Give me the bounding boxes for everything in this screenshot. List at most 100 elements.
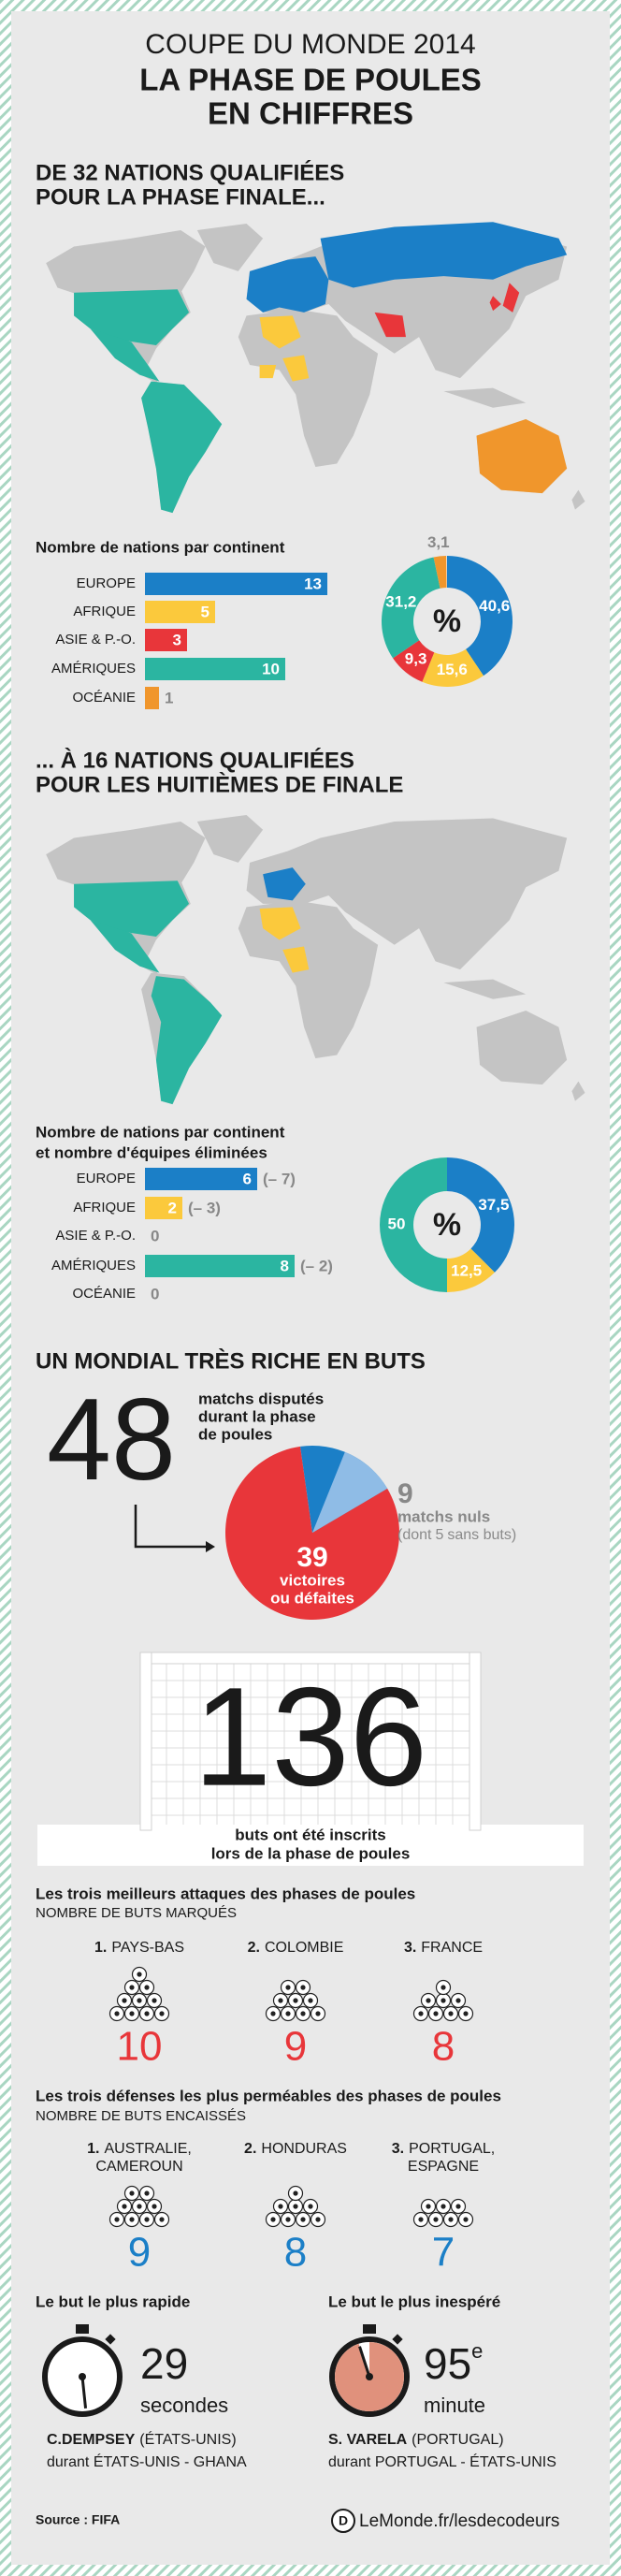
- ball-patch: [463, 2217, 469, 2222]
- ball-pyramid: [265, 2185, 326, 2228]
- ball-patch: [114, 2011, 120, 2016]
- ranking-subtitle: NOMBRE DE BUTS MARQUÉS: [36, 1905, 237, 1921]
- kicker: COUPE DU MONDE 2014: [145, 29, 475, 60]
- segment-label: 9,3: [405, 650, 427, 668]
- bar: [145, 687, 159, 709]
- ball-patch: [285, 2011, 291, 2016]
- team-name-part: COLOMBIE: [265, 1940, 343, 1956]
- logo: D: [339, 2513, 348, 2528]
- bar: [145, 658, 285, 680]
- record-unit: minute: [424, 2394, 485, 2417]
- value-label: 0: [151, 1285, 159, 1303]
- source: Source : FIFA: [36, 2512, 120, 2527]
- category-label: AFRIQUE: [73, 604, 136, 619]
- slice-label: ou défaites: [270, 1589, 354, 1607]
- region-algeria: [259, 315, 301, 349]
- ball-patch: [293, 1998, 298, 2003]
- ball-patch: [278, 2204, 283, 2209]
- chart-title: Nombre de nations par continent: [36, 538, 285, 556]
- record-match: durant ÉTATS-UNIS - GHANA: [47, 2452, 247, 2470]
- ball-patch: [418, 2011, 424, 2016]
- donut-segment: [422, 648, 484, 687]
- ball-patch: [137, 1998, 142, 2003]
- record-player: C.DEMPSEY (ÉTATS-UNIS): [47, 2430, 237, 2448]
- ball-pyramid: [412, 1979, 474, 2022]
- note-part: (dont: [397, 1527, 432, 1543]
- ball-patch: [315, 2217, 321, 2222]
- matches-total: 48: [47, 1375, 176, 1505]
- ball-patch: [152, 1998, 157, 2003]
- ball-patch: [440, 1985, 446, 1990]
- record-unit: secondes: [140, 2394, 228, 2417]
- ball-patch: [433, 2217, 439, 2222]
- watch-needle: [358, 2346, 371, 2378]
- team-rank: 3.: [404, 1940, 416, 1956]
- watch-needle: [80, 2376, 88, 2409]
- team-name: 1. PAYS-BAS: [94, 1940, 184, 1956]
- watch-crown: [76, 2324, 89, 2334]
- note-part: sans buts): [447, 1527, 516, 1543]
- region-australia: [476, 419, 568, 494]
- category-label: AMÉRIQUES: [51, 1258, 136, 1273]
- goals-number: 8: [432, 2024, 455, 2070]
- ball-patch: [122, 2204, 127, 2209]
- ball-patch: [293, 2204, 298, 2209]
- player-name: S. VARELA: [328, 2432, 408, 2448]
- matches-caption: durant la phase: [198, 1407, 316, 1425]
- chart-title: Nombre de nations par continent: [36, 1123, 285, 1141]
- team-name-part: HONDURAS: [261, 2141, 347, 2157]
- ball-patch: [433, 2011, 439, 2016]
- team-rank: 2.: [244, 2141, 256, 2157]
- goals-number: 10: [117, 2024, 163, 2070]
- record-match: durant PORTUGAL - ÉTATS-UNIS: [328, 2452, 556, 2470]
- donut-segment: [447, 1248, 495, 1292]
- ball-patch: [144, 2217, 150, 2222]
- value-label: 2: [168, 1199, 177, 1216]
- bar: [145, 1197, 182, 1219]
- ball-patch: [426, 2204, 431, 2209]
- center-label: %: [433, 1207, 461, 1243]
- pie-slice: [224, 1446, 399, 1620]
- record-value: 95e: [424, 2339, 483, 2388]
- section-heading: DE 32 NATIONS QUALIFIÉES: [36, 159, 344, 185]
- bar: [145, 573, 327, 595]
- bar: [145, 1168, 257, 1190]
- player-country: (ÉTATS-UNIS): [139, 2430, 236, 2448]
- ball-patch: [129, 2011, 135, 2016]
- ranking-title: Les trois meilleurs attaques des phases …: [36, 1885, 415, 1902]
- title: EN CHIFFRES: [208, 96, 413, 131]
- matches-caption: de poules: [198, 1425, 272, 1443]
- category-label: ASIE & P.-O.: [55, 1228, 136, 1244]
- region-japan: [502, 283, 520, 313]
- ball-patch: [159, 2011, 165, 2016]
- goals-number: 7: [432, 2230, 455, 2276]
- bar: [145, 601, 215, 623]
- goals-caption: lors de la phase de poules: [211, 1844, 411, 1862]
- record-title: Le but le plus inespéré: [328, 2292, 500, 2310]
- bar: [145, 1255, 295, 1277]
- team-name: 2. HONDURAS: [244, 2141, 347, 2157]
- region-russia: [320, 222, 568, 288]
- category-label: OCÉANIE: [72, 1286, 136, 1302]
- region-central-america: [90, 328, 160, 382]
- record-title: Le but le plus rapide: [36, 2292, 190, 2310]
- eliminated-label: (– 2): [300, 1257, 333, 1274]
- ball-patch: [270, 2011, 276, 2016]
- donut-segment: [447, 556, 513, 677]
- region-south-america: [151, 976, 223, 1105]
- ranking-title: Les trois défenses les plus perméables d…: [36, 2087, 501, 2104]
- ball-pyramid: [265, 1979, 326, 2022]
- ball-patch: [448, 2011, 454, 2016]
- ball-patch: [300, 2217, 306, 2222]
- slice-label: victoires: [280, 1571, 345, 1589]
- team-rank: 1.: [94, 1940, 107, 1956]
- player-country: (PORTUGAL): [412, 2432, 503, 2448]
- donut-segment: [393, 640, 435, 682]
- brand: LeMonde.fr/lesdecodeurs: [359, 2511, 559, 2531]
- ball-patch: [270, 2217, 276, 2222]
- ball-pyramid: [108, 2185, 170, 2228]
- ball-patch: [285, 1985, 291, 1990]
- ball-patch: [455, 1998, 461, 2003]
- ball-patch: [448, 2217, 454, 2222]
- world-map: [46, 814, 585, 1105]
